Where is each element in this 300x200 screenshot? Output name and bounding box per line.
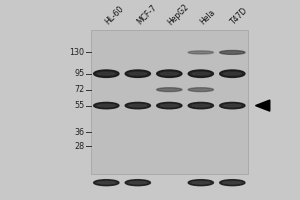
- Ellipse shape: [125, 102, 150, 109]
- Text: T47D: T47D: [230, 6, 250, 27]
- Ellipse shape: [94, 102, 119, 109]
- Text: 130: 130: [70, 48, 85, 57]
- Ellipse shape: [157, 70, 182, 77]
- Text: 28: 28: [74, 142, 85, 151]
- Ellipse shape: [160, 89, 178, 90]
- Ellipse shape: [220, 50, 245, 54]
- Ellipse shape: [220, 180, 245, 186]
- Ellipse shape: [188, 70, 214, 77]
- Ellipse shape: [98, 104, 115, 107]
- Text: 95: 95: [74, 69, 85, 78]
- Ellipse shape: [98, 182, 115, 184]
- Ellipse shape: [188, 88, 214, 92]
- Ellipse shape: [98, 72, 115, 75]
- Text: 72: 72: [74, 85, 85, 94]
- Ellipse shape: [125, 70, 150, 77]
- Ellipse shape: [129, 104, 147, 107]
- Ellipse shape: [224, 52, 241, 53]
- Ellipse shape: [220, 70, 245, 77]
- Ellipse shape: [192, 52, 210, 53]
- Ellipse shape: [188, 51, 214, 54]
- Ellipse shape: [188, 180, 214, 186]
- Text: 55: 55: [74, 101, 85, 110]
- Text: HepG2: HepG2: [166, 2, 191, 27]
- Text: 36: 36: [75, 128, 85, 137]
- Ellipse shape: [94, 70, 119, 77]
- Ellipse shape: [224, 104, 241, 107]
- Ellipse shape: [129, 182, 147, 184]
- Ellipse shape: [192, 182, 210, 184]
- Ellipse shape: [160, 104, 178, 107]
- Ellipse shape: [157, 88, 182, 92]
- Ellipse shape: [157, 102, 182, 109]
- Ellipse shape: [160, 72, 178, 75]
- Polygon shape: [256, 100, 270, 111]
- Ellipse shape: [192, 89, 210, 90]
- Text: MCF-7: MCF-7: [135, 3, 158, 27]
- Ellipse shape: [192, 72, 210, 75]
- Bar: [91, 30, 248, 174]
- Ellipse shape: [94, 180, 119, 186]
- Ellipse shape: [224, 182, 241, 184]
- Ellipse shape: [188, 102, 214, 109]
- Text: Hela: Hela: [198, 8, 217, 27]
- Ellipse shape: [224, 72, 241, 75]
- Ellipse shape: [129, 72, 147, 75]
- Ellipse shape: [192, 104, 210, 107]
- Ellipse shape: [220, 102, 245, 109]
- Ellipse shape: [125, 180, 150, 186]
- Text: HL-60: HL-60: [103, 5, 125, 27]
